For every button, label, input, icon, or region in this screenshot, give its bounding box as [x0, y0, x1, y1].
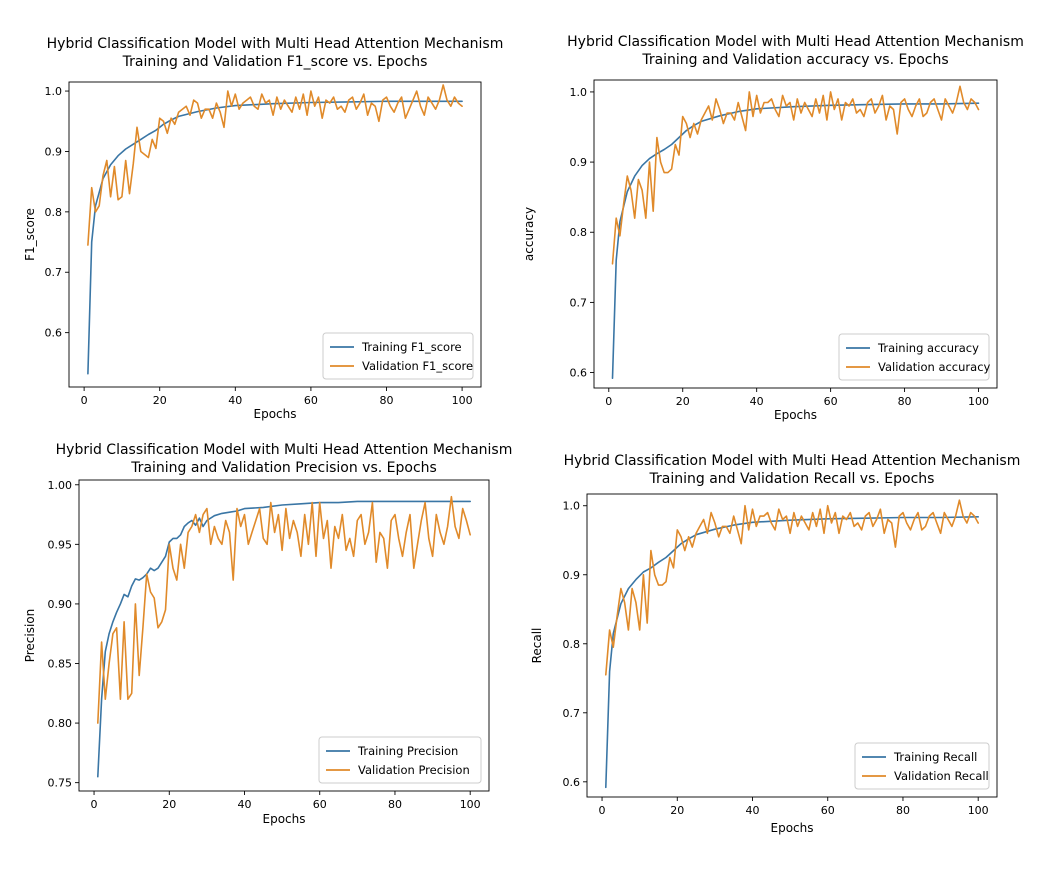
validation-series-line — [87, 84, 463, 246]
x-tick-label: 60 — [824, 395, 838, 408]
y-tick-label: 0.7 — [45, 266, 63, 279]
legend-entry: Training accuracy — [877, 341, 979, 355]
x-tick-label: 40 — [750, 395, 764, 408]
x-tick-label: 60 — [304, 394, 318, 407]
chart-subtitle: Training and Validation accuracy vs. Epo… — [641, 52, 948, 68]
x-tick-label: 100 — [968, 804, 989, 817]
x-tick-label: 0 — [605, 395, 612, 408]
legend-entry: Training Recall — [893, 750, 977, 764]
x-tick-label: 40 — [238, 798, 252, 811]
y-tick-label: 0.7 — [563, 707, 581, 720]
legend-box — [854, 742, 990, 790]
y-tick-label: 0.90 — [48, 598, 73, 611]
chart-title: Hybrid Classification Model with Multi H… — [564, 453, 1021, 469]
y-tick-label: 1.0 — [570, 86, 588, 99]
legend: Training accuracy Validation accuracy — [838, 333, 991, 381]
x-tick-label: 60 — [313, 798, 327, 811]
chart-title: Hybrid Classification Model with Multi H… — [56, 442, 513, 458]
y-tick-label: 0.8 — [563, 638, 581, 651]
legend-entry: Training Precision — [357, 744, 458, 758]
y-tick-label: 1.00 — [48, 479, 73, 492]
x-tick-label: 80 — [388, 798, 402, 811]
y-tick-label: 0.6 — [45, 327, 63, 340]
x-tick-label: 20 — [153, 394, 167, 407]
y-tick-label: 1.0 — [563, 500, 581, 513]
y-tick-label: 0.85 — [48, 658, 73, 671]
chart-f1-score: Hybrid Classification Model with Multi H… — [23, 36, 504, 421]
x-tick-label: 60 — [821, 804, 835, 817]
x-tick-label: 20 — [676, 395, 690, 408]
y-tick-label: 0.7 — [570, 296, 588, 309]
chart-subtitle: Training and Validation Recall vs. Epoch… — [649, 471, 935, 487]
legend-box — [838, 333, 990, 381]
x-tick-label: 100 — [460, 798, 481, 811]
legend-entry: Validation accuracy — [878, 360, 991, 374]
y-axis-label: Precision — [23, 609, 37, 663]
x-tick-label: 0 — [91, 798, 98, 811]
x-axis-label: Epochs — [771, 821, 814, 835]
x-tick-label: 40 — [228, 394, 242, 407]
x-tick-label: 0 — [599, 804, 606, 817]
y-tick-label: 0.6 — [563, 776, 581, 789]
validation-series-line — [605, 499, 980, 676]
legend: Training Recall Validation Recall — [854, 742, 990, 790]
legend-entry: Validation F1_score — [362, 359, 473, 373]
chart-subtitle: Training and Validation F1_score vs. Epo… — [122, 54, 428, 70]
x-tick-label: 100 — [968, 395, 989, 408]
legend: Training Precision Validation Precision — [318, 736, 482, 784]
plot-frame — [586, 493, 998, 798]
chart-recall: Hybrid Classification Model with Multi H… — [530, 453, 1021, 835]
chart-precision: Hybrid Classification Model with Multi H… — [23, 442, 513, 826]
y-tick-label: 0.75 — [48, 777, 73, 790]
chart-subtitle: Training and Validation Precision vs. Ep… — [130, 460, 437, 476]
y-tick-label: 0.8 — [45, 206, 63, 219]
x-tick-label: 0 — [81, 394, 88, 407]
y-axis-label: accuracy — [522, 207, 536, 261]
chart-title: Hybrid Classification Model with Multi H… — [567, 34, 1024, 50]
y-tick-label: 0.8 — [570, 226, 588, 239]
legend: Training F1_score Validation F1_score — [322, 332, 474, 380]
x-tick-label: 40 — [746, 804, 760, 817]
y-tick-label: 0.9 — [45, 145, 63, 158]
y-tick-label: 0.9 — [563, 569, 581, 582]
y-axis-label: Recall — [530, 628, 544, 664]
y-tick-label: 1.0 — [45, 85, 63, 98]
legend-entry: Validation Precision — [358, 763, 470, 777]
x-tick-label: 80 — [380, 394, 394, 407]
y-axis-label: F1_score — [23, 208, 37, 261]
legend-box — [318, 736, 482, 784]
chart-accuracy: Hybrid Classification Model with Multi H… — [522, 34, 1024, 422]
plot-frame — [78, 479, 490, 792]
x-tick-label: 20 — [670, 804, 684, 817]
validation-series-line — [97, 495, 472, 724]
y-tick-label: 0.80 — [48, 717, 73, 730]
training-series-line — [611, 102, 980, 380]
chart-title: Hybrid Classification Model with Multi H… — [47, 36, 504, 52]
x-tick-label: 80 — [898, 395, 912, 408]
y-tick-label: 0.95 — [48, 538, 73, 551]
x-tick-label: 20 — [162, 798, 176, 811]
training-series-line — [97, 500, 472, 778]
plot-frame — [68, 81, 482, 388]
training-series-line — [605, 516, 980, 789]
x-tick-label: 100 — [452, 394, 473, 407]
y-tick-label: 0.9 — [570, 156, 588, 169]
plot-frame — [593, 79, 998, 389]
x-axis-label: Epochs — [263, 812, 306, 826]
x-tick-label: 80 — [896, 804, 910, 817]
x-axis-label: Epochs — [774, 408, 817, 422]
validation-series-line — [611, 85, 980, 265]
x-axis-label: Epochs — [254, 407, 297, 421]
legend-box — [322, 332, 474, 380]
legend-entry: Validation Recall — [894, 769, 989, 783]
y-tick-label: 0.6 — [570, 367, 588, 380]
legend-entry: Training F1_score — [361, 340, 462, 354]
